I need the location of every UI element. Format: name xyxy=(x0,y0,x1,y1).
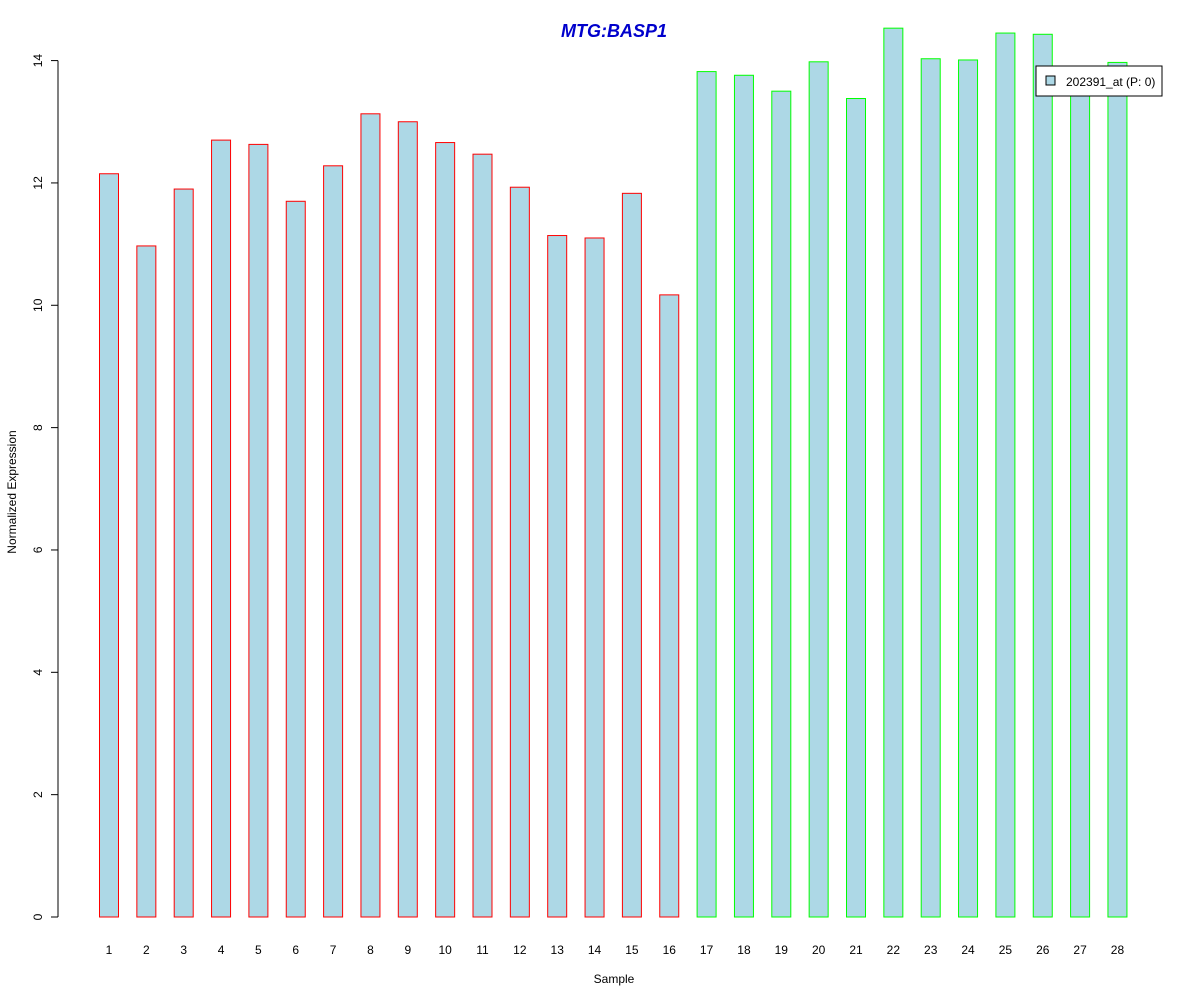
x-tick-label: 4 xyxy=(218,943,225,957)
y-tick-label: 6 xyxy=(31,546,45,553)
bar-sample-1 xyxy=(99,173,119,918)
bar-sample-12 xyxy=(509,186,530,918)
bar-sample-16 xyxy=(659,294,680,918)
bar-sample-19 xyxy=(771,90,792,918)
chart-title: MTG:BASP1 xyxy=(561,21,667,41)
x-tick-label: 27 xyxy=(1073,943,1087,957)
y-tick-label: 4 xyxy=(31,669,45,676)
x-tick-label: 9 xyxy=(404,943,411,957)
y-axis: 0 2 4 6 8 10 12 14 xyxy=(31,54,59,920)
x-tick-label: 25 xyxy=(999,943,1013,957)
x-tick-label: 12 xyxy=(513,943,527,957)
y-tick-label: 14 xyxy=(31,54,45,68)
bar-sample-23 xyxy=(920,58,941,918)
x-tick-label: 20 xyxy=(812,943,826,957)
bar-sample-15 xyxy=(621,192,642,918)
x-tick-label: 7 xyxy=(330,943,337,957)
x-tick-label: 21 xyxy=(849,943,863,957)
bar-sample-3 xyxy=(173,188,194,918)
bar-sample-22 xyxy=(883,27,904,918)
bar-sample-8 xyxy=(360,113,381,918)
bar-sample-10 xyxy=(435,142,456,918)
x-tick-label: 19 xyxy=(775,943,789,957)
bar-sample-20 xyxy=(808,61,829,918)
x-tick-label: 13 xyxy=(551,943,565,957)
x-tick-label: 16 xyxy=(663,943,677,957)
x-tick-label: 15 xyxy=(625,943,639,957)
bar-sample-24 xyxy=(958,59,979,918)
legend-label: 202391_at (P: 0) xyxy=(1066,75,1155,89)
y-tick-label: 2 xyxy=(31,791,45,798)
bar-sample-9 xyxy=(397,121,418,918)
x-tick-label: 22 xyxy=(887,943,901,957)
x-tick-label: 3 xyxy=(180,943,187,957)
bar-sample-7 xyxy=(323,165,344,918)
bar-sample-18 xyxy=(733,74,754,918)
bar-sample-26 xyxy=(1032,33,1053,918)
bar-sample-21 xyxy=(846,98,866,918)
bar-sample-13 xyxy=(547,235,568,918)
x-tick-label: 1 xyxy=(106,943,113,957)
bar-sample-17 xyxy=(696,71,717,918)
x-tick-labels: 1 2 3 4 5 6 7 8 9 10 11 12 13 14 15 16 17 18 19 20 21 22 23 24 2… xyxy=(106,943,1125,957)
x-tick-label: 8 xyxy=(367,943,374,957)
x-tick-label: 24 xyxy=(961,943,975,957)
bar-sample-28 xyxy=(1107,61,1128,918)
x-tick-label: 5 xyxy=(255,943,262,957)
legend-box xyxy=(1035,65,1163,97)
y-tick-label: 0 xyxy=(31,913,45,920)
x-tick-label: 2 xyxy=(143,943,150,957)
bar-sample-6 xyxy=(285,200,306,918)
x-tick-label: 11 xyxy=(476,943,489,957)
bar-sample-11 xyxy=(472,153,493,918)
bar-sample-14 xyxy=(584,237,605,918)
y-tick-label: 10 xyxy=(31,298,45,312)
x-tick-label: 18 xyxy=(737,943,751,957)
x-tick-label: 6 xyxy=(292,943,299,957)
bar-sample-25 xyxy=(995,32,1016,918)
bar-sample-2 xyxy=(136,245,157,918)
x-tick-label: 23 xyxy=(924,943,938,957)
bars xyxy=(99,27,1128,918)
y-tick-label: 12 xyxy=(31,176,45,190)
legend-swatch xyxy=(1045,75,1056,86)
x-tick-label: 10 xyxy=(438,943,452,957)
x-tick-label: 26 xyxy=(1036,943,1050,957)
x-tick-label: 14 xyxy=(588,943,602,957)
x-tick-label: 17 xyxy=(700,943,714,957)
y-axis-title: Normalized Expression xyxy=(5,430,19,553)
legend: 202391_at (P: 0) xyxy=(1035,65,1163,97)
x-axis-title: Sample xyxy=(594,972,635,986)
bar-sample-5 xyxy=(248,143,269,918)
y-tick-label: 8 xyxy=(31,424,45,431)
bar-sample-27 xyxy=(1070,83,1091,918)
x-tick-label: 28 xyxy=(1111,943,1125,957)
bar-sample-4 xyxy=(211,139,232,918)
